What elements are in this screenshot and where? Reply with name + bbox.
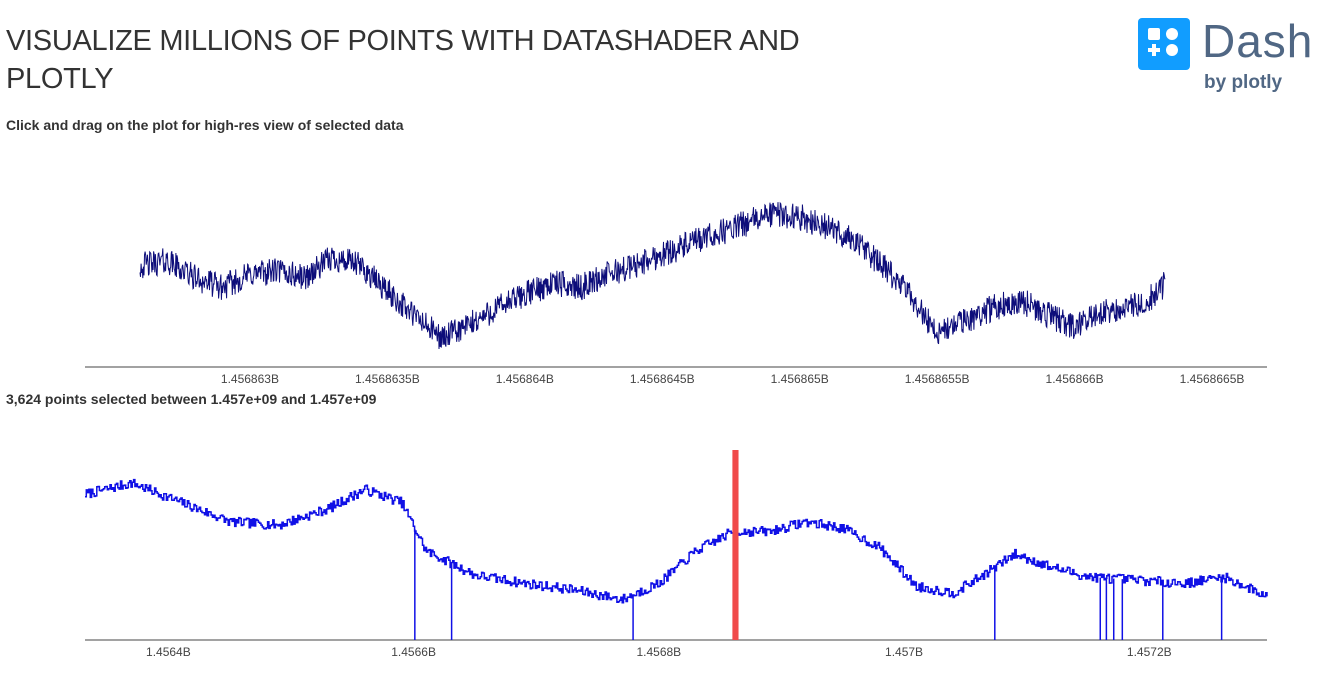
x-tick-label: 1.4572B bbox=[1127, 645, 1172, 659]
x-tick-label: 1.4568655B bbox=[905, 372, 970, 386]
x-tick-label: 1.457B bbox=[885, 645, 923, 659]
x-tick-label: 1.4568B bbox=[636, 645, 681, 659]
x-tick-label: 1.456864B bbox=[496, 372, 554, 386]
x-tick-label: 1.4568635B bbox=[355, 372, 420, 386]
x-tick-label: 1.4566B bbox=[391, 645, 436, 659]
detail-plot-area: 1.4564B 1.4566B 1.4568B 1.457B 1.4572B bbox=[85, 450, 1268, 659]
dash-logo: Dash by plotly bbox=[1138, 15, 1338, 98]
x-tick-label: 1.4568645B bbox=[630, 372, 695, 386]
series-trace bbox=[85, 478, 1268, 604]
overview-plot-area: 1.456863B 1.4568635B 1.456864B 1.4568645B 1.… bbox=[85, 201, 1267, 386]
x-tick-label: 1.456865B bbox=[771, 372, 829, 386]
dash-logo-icon bbox=[1148, 28, 1178, 56]
detail-chart[interactable]: 1.4564B 1.4566B 1.4568B 1.457B 1.4572B bbox=[0, 440, 1344, 672]
series-trace bbox=[139, 201, 1166, 350]
x-tick-label: 1.4564B bbox=[146, 645, 191, 659]
selection-info: 3,624 points selected between 1.457e+09 … bbox=[6, 391, 377, 407]
x-tick-label: 1.456866B bbox=[1046, 372, 1104, 386]
selection-highlight[interactable] bbox=[732, 450, 739, 640]
dash-logo-by: by plotly bbox=[1204, 72, 1283, 93]
dash-logo-mark bbox=[1138, 18, 1190, 70]
overview-chart[interactable]: 1.456863B 1.4568635B 1.456864B 1.4568645B 1.… bbox=[0, 160, 1344, 392]
page-title: VISUALIZE MILLIONS OF POINTS WITH DATASH… bbox=[6, 25, 800, 95]
x-tick-label: 1.456863B bbox=[221, 372, 279, 386]
x-tick-label: 1.4568665B bbox=[1180, 372, 1245, 386]
dash-logo-word: Dash bbox=[1202, 15, 1314, 67]
page-subtitle: Click and drag on the plot for high-res … bbox=[6, 117, 404, 133]
